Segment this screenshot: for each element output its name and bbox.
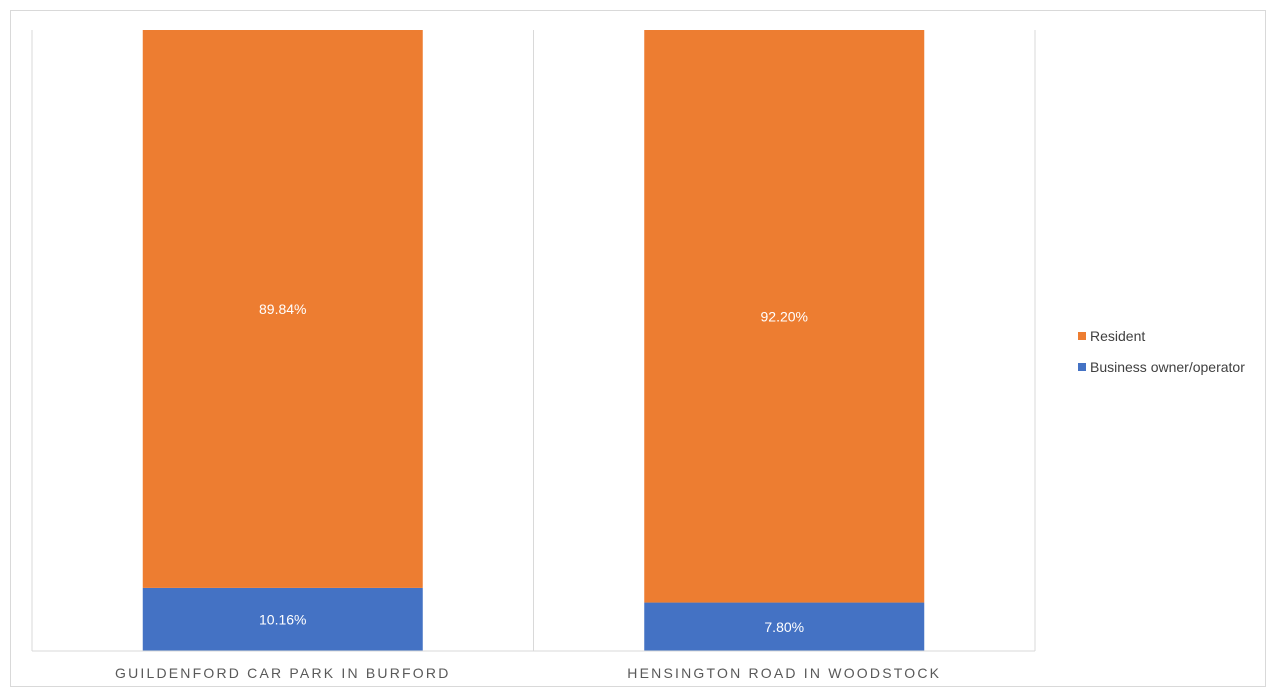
axis-layer: GUILDENFORD CAR PARK IN BURFORD HENSINGTO… xyxy=(32,650,1035,681)
legend-swatch xyxy=(1078,363,1086,371)
label-layer: 10.16% 89.84% 7.80% 92.20% xyxy=(259,301,808,635)
data-label: 10.16% xyxy=(259,611,306,627)
grid-layer xyxy=(31,30,1036,651)
bar-layer xyxy=(142,30,925,651)
data-label: 92.20% xyxy=(761,308,808,324)
x-tick-label: GUILDENFORD CAR PARK IN BURFORD xyxy=(115,665,451,681)
bar-segment xyxy=(142,30,423,588)
legend-swatch xyxy=(1078,332,1086,340)
legend-label: Resident xyxy=(1090,328,1146,344)
data-label: 89.84% xyxy=(259,301,306,317)
legend-item: Business owner/operator xyxy=(1078,357,1245,377)
bar-segment xyxy=(644,30,925,603)
legend-label: Business owner/operator xyxy=(1090,359,1245,375)
legend-item: Resident xyxy=(1078,326,1245,346)
data-label: 7.80% xyxy=(764,619,804,635)
x-tick-label: HENSINGTON ROAD IN WOODSTOCK xyxy=(627,665,941,681)
bar-segment xyxy=(644,602,925,651)
bar-segment xyxy=(142,587,423,651)
chart-legend: Resident Business owner/operator xyxy=(1078,326,1245,388)
